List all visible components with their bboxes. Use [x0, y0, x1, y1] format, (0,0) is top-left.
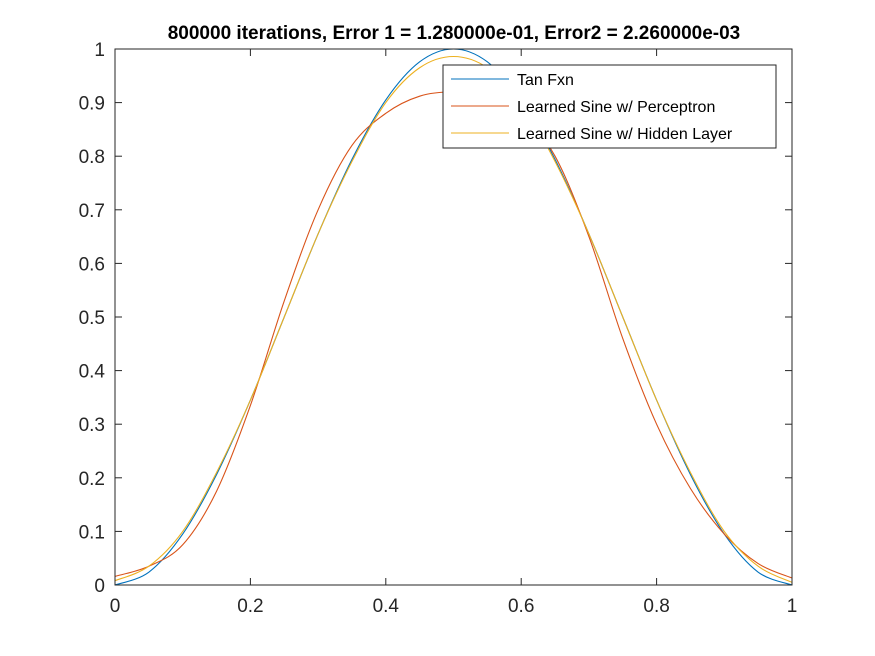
legend-entry: Learned Sine w/ Perceptron — [517, 99, 715, 116]
y-tick-label: 0.8 — [79, 147, 105, 168]
series-line-3 — [114, 55, 793, 583]
x-tick-label: 0 — [110, 596, 121, 617]
legend: Tan Fxn Learned Sine w/ Perceptron Learned… — [442, 64, 777, 149]
y-tick-label: 0.5 — [79, 308, 105, 329]
x-tick-label: 1 — [787, 596, 798, 617]
y-tick-label: 0.9 — [79, 94, 105, 115]
y-tick-label: 0.6 — [79, 254, 105, 275]
x-tick-label: 0.8 — [643, 596, 669, 617]
y-tick-label: 0.3 — [79, 415, 105, 436]
y-tick-label: 0.2 — [79, 469, 105, 490]
x-tick-label: 0.4 — [373, 596, 400, 617]
x-tick-label: 0.2 — [237, 596, 263, 617]
y-tick-label: 0.4 — [79, 362, 106, 383]
ticks-layer: 0 0.2 0.4 0.6 0.8 1 0 0.1 0.2 0.3 0.4 0.5 0.6 0.7 0.8 0… — [79, 40, 798, 617]
y-tick-label: 0.7 — [79, 201, 105, 222]
y-tick-label: 1 — [94, 40, 105, 61]
legend-entry: Tan Fxn — [517, 72, 574, 89]
x-tick-label: 0.6 — [508, 596, 534, 617]
y-tick-label: 0.1 — [79, 522, 105, 543]
legend-entry: Learned Sine w/ Hidden Layer — [517, 126, 733, 143]
y-tick-label: 0 — [94, 576, 105, 597]
chart-title: 800000 iterations, Error 1 = 1.280000e-0… — [168, 23, 741, 44]
